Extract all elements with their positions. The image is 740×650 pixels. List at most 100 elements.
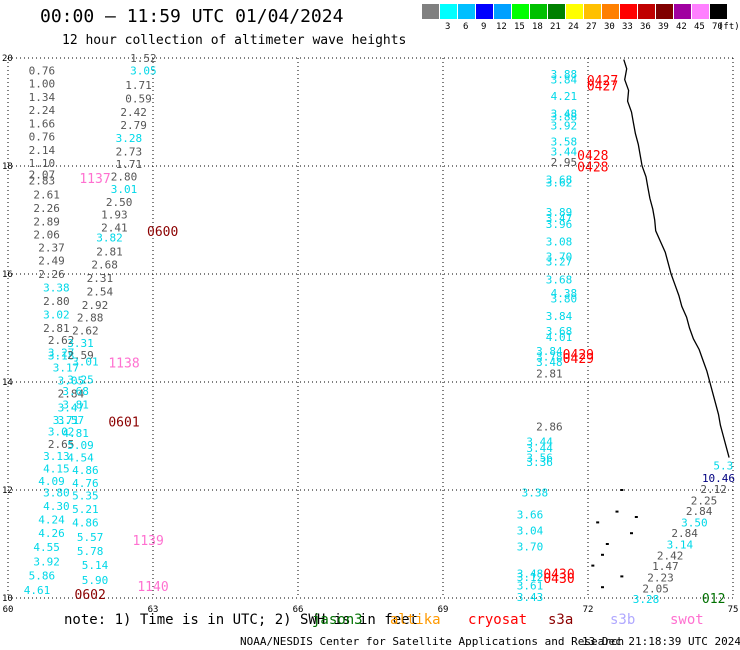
wave-height-label: 2.24	[29, 104, 56, 117]
wave-height-label: 3.57	[58, 414, 85, 427]
lat-tick-label: 18	[2, 162, 13, 172]
pass-time-label: 0430	[543, 568, 574, 583]
wave-height-label: 2.61	[33, 189, 60, 202]
scale-swatch	[602, 4, 619, 19]
wave-height-label: 3.38	[43, 282, 70, 295]
wave-height-label: 0.59	[125, 93, 152, 106]
wave-height-label: 5.14	[82, 559, 109, 572]
scale-swatch	[710, 4, 727, 19]
wave-height-label: 3.01	[72, 355, 99, 368]
pass-time-label: 0427	[587, 80, 618, 95]
scale-unit-label: (ft)	[718, 22, 740, 32]
wave-height-label: 3.25	[67, 373, 94, 386]
scale-tick-label: 3	[445, 22, 451, 32]
map-title: 00:00 – 11:59 UTC 01/04/2024	[40, 6, 344, 27]
wave-height-label: 5.86	[29, 569, 56, 582]
coastline-path	[623, 59, 730, 458]
wave-height-label: 1.10	[29, 157, 56, 170]
wave-height-label: 2.81	[96, 245, 123, 258]
wave-height-label: 4.30	[43, 500, 70, 513]
island-mark	[620, 489, 624, 491]
wave-height-label: 3.56	[526, 452, 553, 465]
wave-height-label: 2.88	[77, 312, 104, 325]
wave-height-label: 2.86	[536, 420, 563, 433]
color-scale-legend: 3 6 9 12 15 18 21 24 27 30 33 36 39 42 45 70 (ft)	[422, 4, 740, 38]
wave-height-label: 2.54	[87, 285, 114, 298]
wave-height-label: 4.21	[551, 90, 578, 103]
wave-height-label: 2.80	[111, 170, 138, 183]
wave-height-label: 3.80	[551, 292, 578, 305]
scale-swatch	[584, 4, 601, 19]
satellite-legend-cryosat: cryosat	[468, 612, 528, 628]
wave-height-label: 3.36	[526, 456, 553, 469]
satellite-legend-s3b: s3b	[610, 612, 636, 628]
wave-height-label: 3.01	[111, 183, 138, 196]
wave-height-label: 3.70	[546, 251, 573, 264]
wave-height-label: 5.90	[82, 574, 109, 587]
wave-height-label: 3.48	[517, 568, 544, 581]
wave-height-label: 2.37	[38, 242, 65, 255]
wave-height-label: 4.54	[67, 452, 94, 465]
wave-height-label: 3.66	[517, 508, 544, 521]
wave-height-label: 3.78	[536, 351, 563, 364]
wave-height-label: 3.80	[43, 487, 70, 500]
wave-height-label: 5.09	[67, 439, 94, 452]
satellite-legend-altika: altika	[390, 612, 441, 628]
wave-height-label: 2.83	[29, 175, 56, 188]
wave-height-label: 4.86	[72, 464, 99, 477]
wave-height-label: 0.76	[29, 64, 56, 77]
wave-height-label: 3.62	[546, 177, 573, 190]
lon-tick-label: 60	[3, 605, 14, 615]
wave-height-label: 1.66	[29, 117, 56, 130]
island-mark	[605, 543, 609, 545]
scale-tick-label: 18	[532, 22, 543, 32]
wave-height-label: 2.62	[48, 334, 75, 347]
scale-swatch	[440, 4, 457, 19]
wave-height-label: 2.49	[38, 255, 65, 268]
wave-height-label: 2.84	[58, 387, 85, 400]
lat-tick-label: 10	[2, 594, 13, 604]
wave-height-label: 3.58	[551, 136, 578, 149]
wave-height-label: 2.79	[120, 119, 147, 132]
wave-height-label: 5.78	[77, 545, 104, 558]
pass-time-label: 0427	[587, 74, 618, 89]
scale-tick-label: 45	[694, 22, 705, 32]
wave-height-label: 3.68	[546, 174, 573, 187]
lon-tick-label: 63	[148, 605, 159, 615]
wave-height-label: 4.55	[33, 541, 60, 554]
wave-height-label: 2.73	[116, 145, 143, 158]
scale-swatch	[620, 4, 637, 19]
wave-height-label: 3.14	[667, 539, 694, 552]
wave-height-label: 4.26	[38, 527, 65, 540]
lon-tick-label: 69	[438, 605, 449, 615]
island-mark	[601, 586, 604, 589]
wave-height-label: 3.84	[551, 74, 578, 87]
wave-height-label: 4.24	[38, 514, 65, 527]
wave-height-label: 2.81	[43, 322, 70, 335]
wave-height-label: 3.38	[522, 487, 549, 500]
scale-swatch	[530, 4, 547, 19]
wave-height-label: 3.44	[526, 442, 553, 455]
wave-height-label: 3.44	[526, 435, 553, 448]
scale-tick-label: 36	[640, 22, 651, 32]
wave-height-label: 3.92	[551, 120, 578, 133]
wave-height-label: 3.13	[43, 450, 70, 463]
scale-swatch	[494, 4, 511, 19]
wave-height-label: 3.43	[517, 591, 544, 604]
wave-height-label: 3.89	[546, 206, 573, 219]
generated-timestamp: 13 Dec 21:18:39 UTC 2024	[582, 635, 740, 648]
scale-tick-label: 21	[550, 22, 561, 32]
island-mark	[596, 521, 600, 524]
lat-tick-label: 12	[2, 486, 13, 496]
scale-swatch	[656, 4, 673, 19]
wave-height-label: 3.68	[546, 325, 573, 338]
wave-height-label: 3.47	[546, 212, 573, 225]
pass-time-label: 0601	[108, 415, 139, 430]
wave-height-label: 2.89	[33, 216, 60, 229]
wave-height-label: 2.42	[657, 549, 684, 562]
wave-height-label: 3.48	[536, 356, 563, 369]
scale-tick-label: 12	[496, 22, 507, 32]
scale-swatch	[458, 4, 475, 19]
wave-height-label: 2.42	[120, 106, 147, 119]
